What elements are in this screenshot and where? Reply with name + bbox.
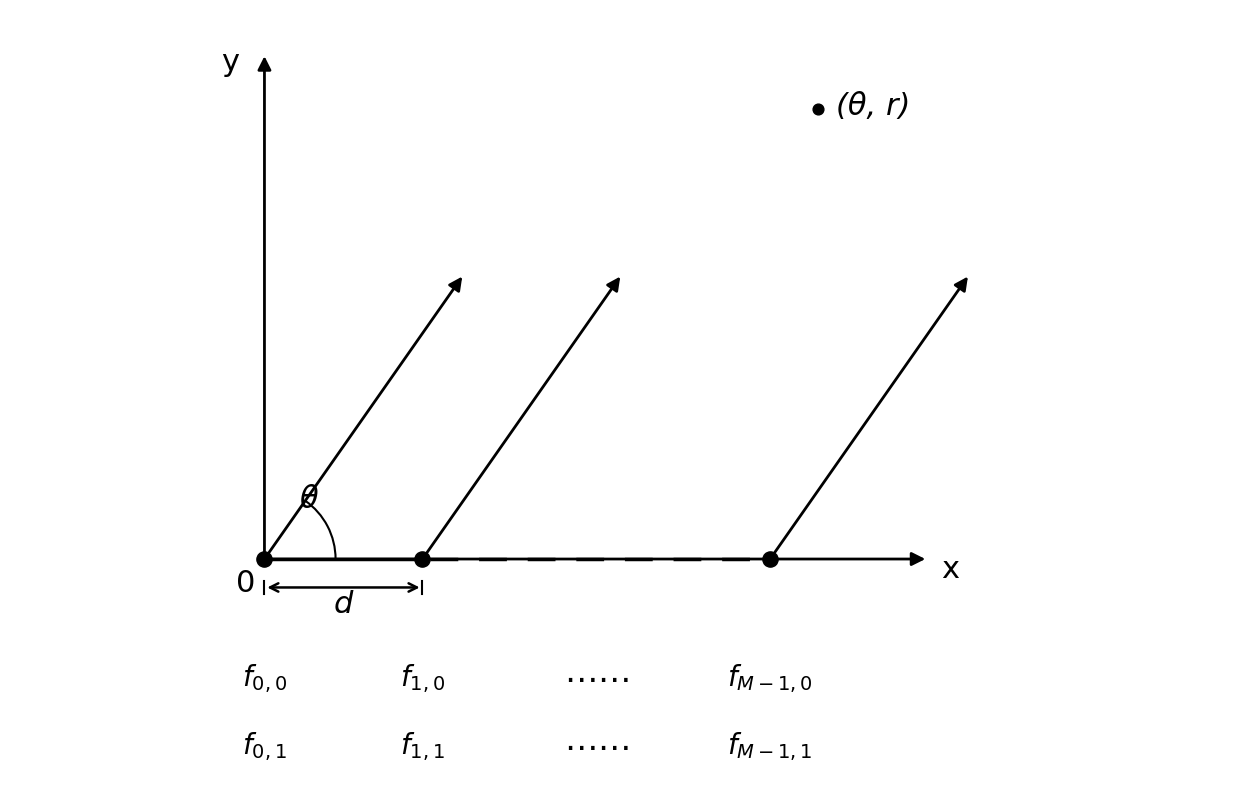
- Text: θ: θ: [299, 485, 317, 514]
- Text: $f_{M-1,0}$: $f_{M-1,0}$: [728, 662, 813, 694]
- Text: y: y: [221, 47, 238, 76]
- Text: $f_{0,0}$: $f_{0,0}$: [242, 662, 286, 694]
- Point: [760, 553, 780, 566]
- Text: $f_{0,1}$: $f_{0,1}$: [242, 729, 286, 762]
- Text: d: d: [334, 589, 353, 618]
- Text: $f_{1,1}$: $f_{1,1}$: [401, 729, 445, 762]
- Point: [254, 553, 274, 566]
- Text: 0: 0: [236, 569, 255, 597]
- Text: x: x: [941, 554, 959, 583]
- Point: [807, 103, 827, 116]
- Text: $\cdots\cdots$: $\cdots\cdots$: [564, 729, 629, 762]
- Point: [413, 553, 433, 566]
- Text: $f_{1,0}$: $f_{1,0}$: [401, 662, 445, 694]
- Text: $\cdots\cdots$: $\cdots\cdots$: [564, 661, 629, 694]
- Text: (θ, r): (θ, r): [837, 92, 911, 120]
- Text: $f_{M-1,1}$: $f_{M-1,1}$: [728, 729, 812, 762]
